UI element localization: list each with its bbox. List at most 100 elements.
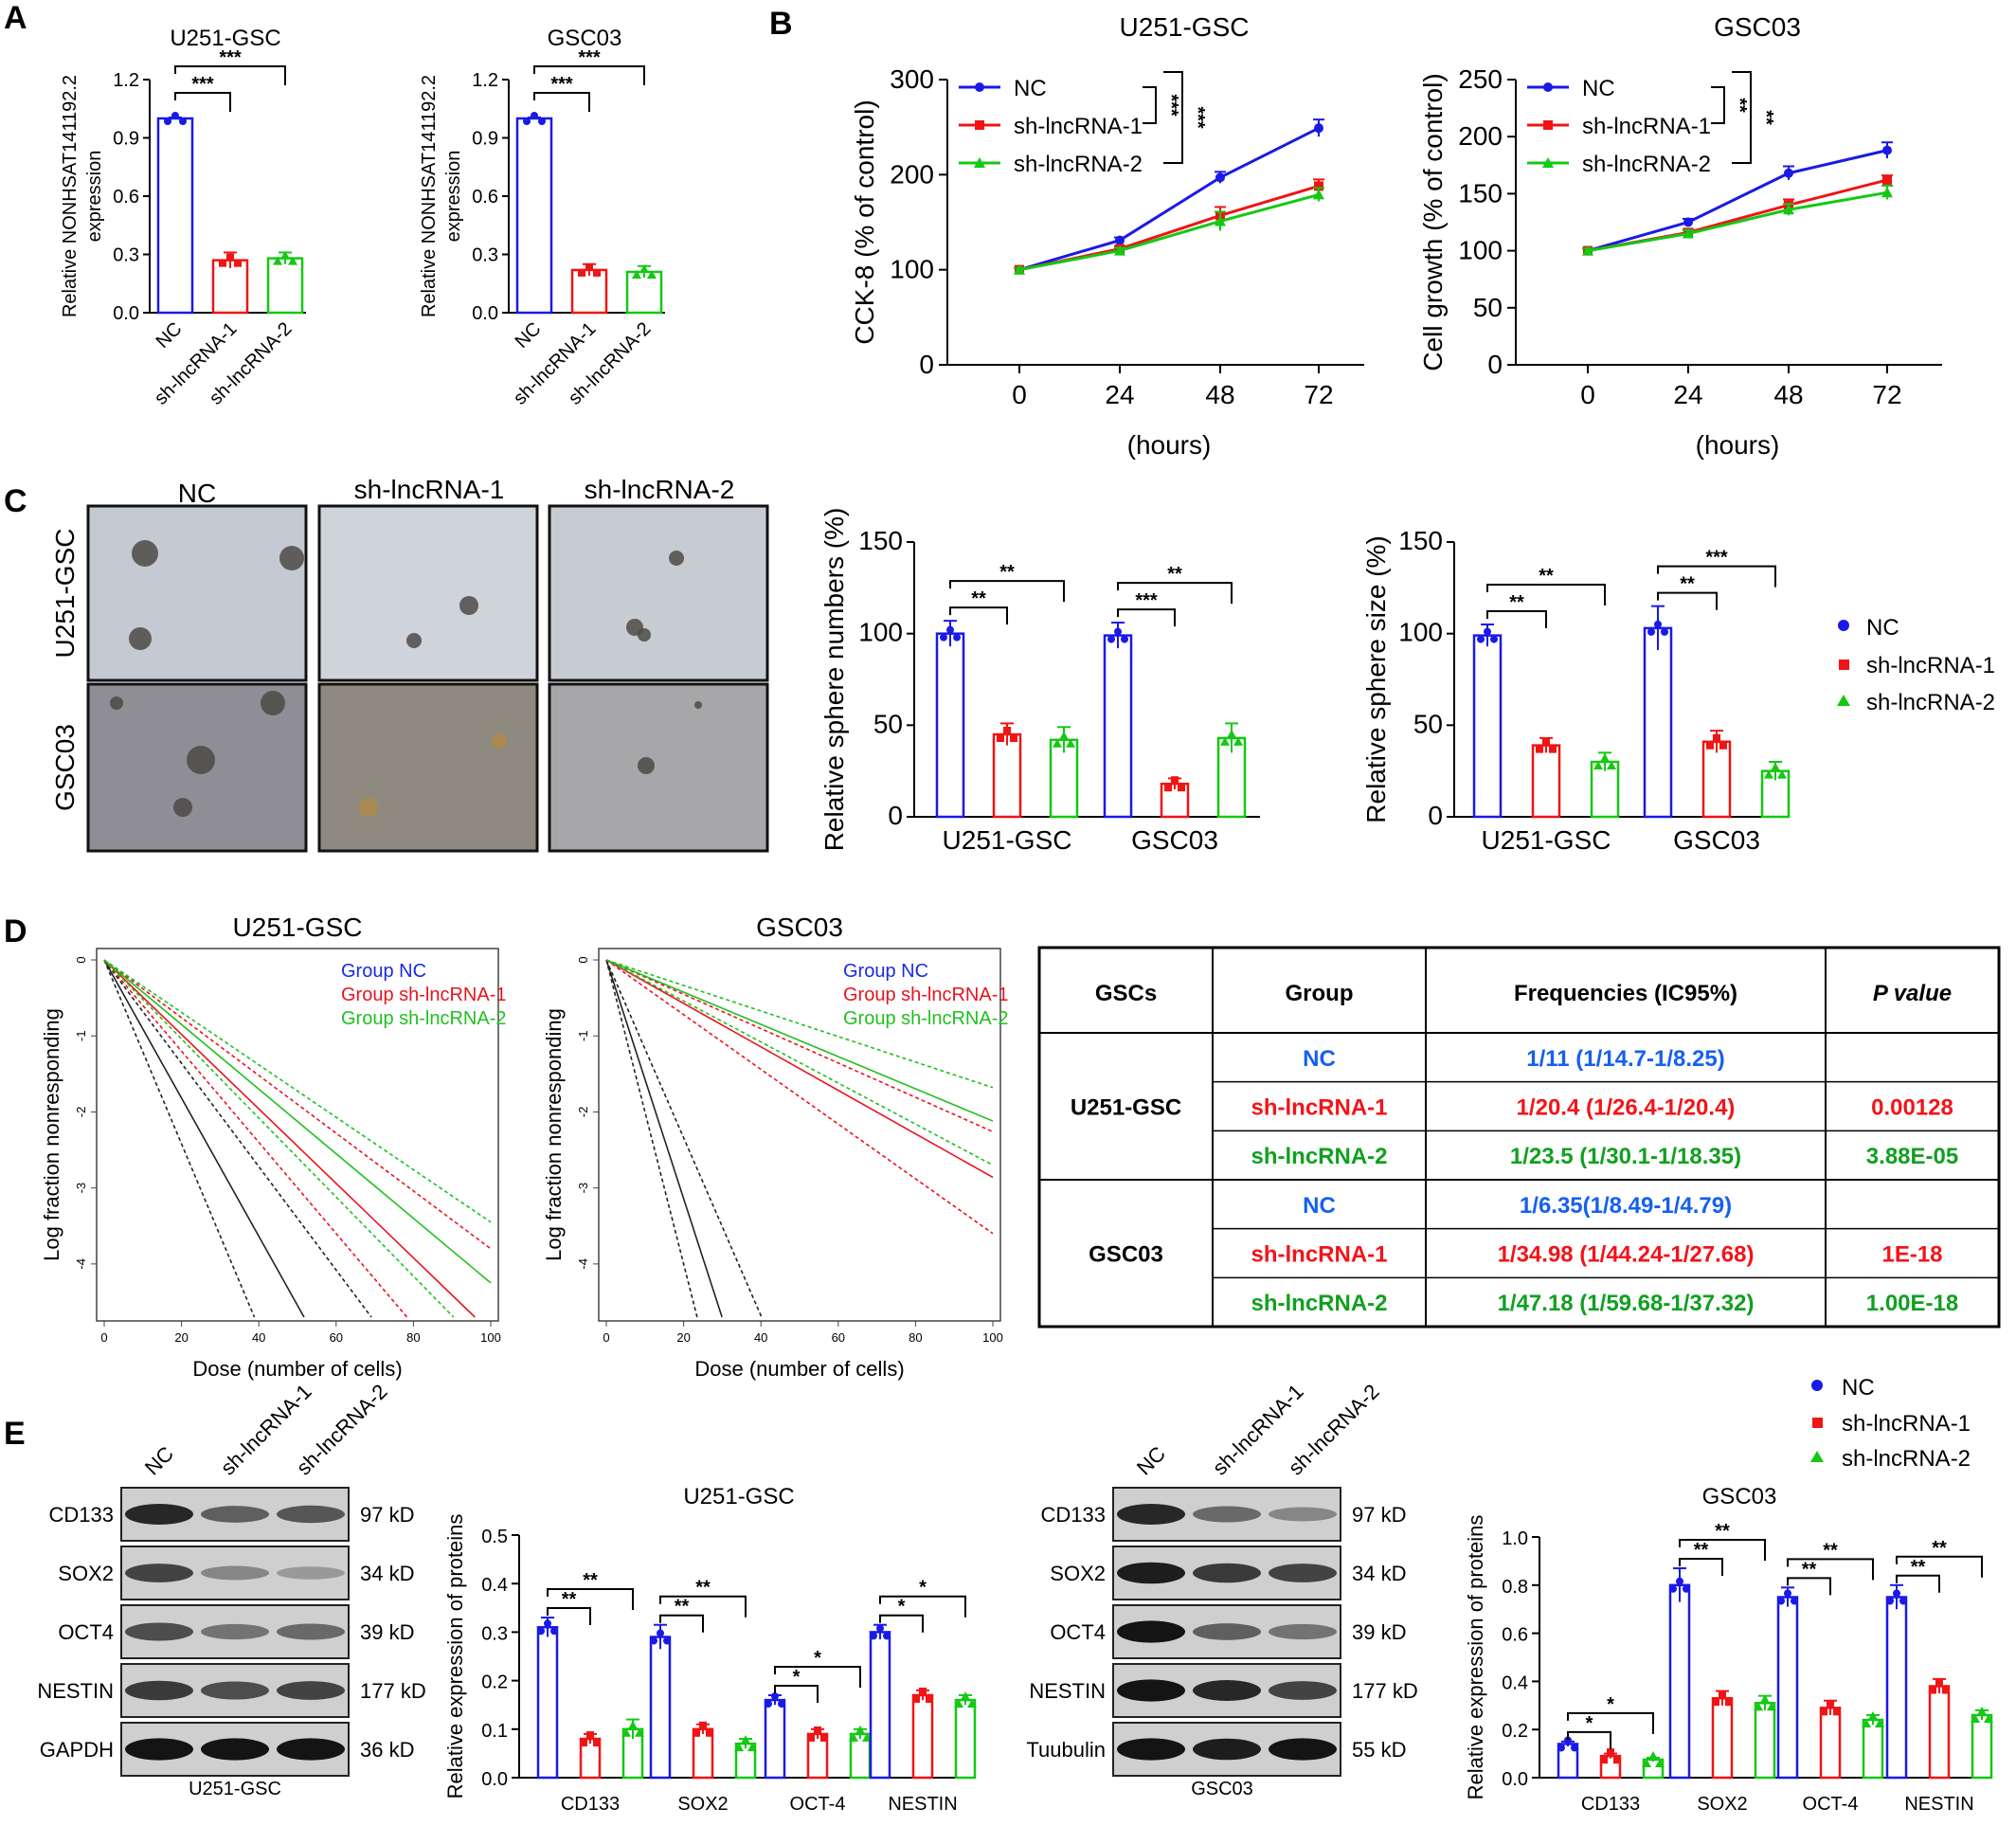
table-header-cell: Group: [1286, 981, 1354, 1006]
c1-x-label: U251-GSC: [943, 825, 1072, 855]
e2-point: [1719, 1690, 1726, 1699]
c2-x-label: U251-GSC: [1482, 825, 1611, 855]
e2-point: [1669, 1584, 1677, 1593]
e1-point: [586, 1731, 594, 1740]
c2-bar: [1643, 626, 1673, 819]
e2-sig-bracket: [1787, 1577, 1831, 1596]
c2-point: [1647, 627, 1655, 636]
e1-point: [657, 1629, 664, 1637]
micro-sphere: [406, 633, 422, 648]
table-group-cell: sh-lncRNA-1: [1251, 1095, 1387, 1121]
c2-sig-label: **: [1539, 566, 1554, 587]
e2-bar: [1819, 1707, 1842, 1780]
micro-sphere: [132, 540, 158, 567]
table-gsc-cell: U251-GSC: [1071, 1095, 1181, 1121]
a2-sig-label: ***: [578, 47, 601, 68]
b2-sig-label: **: [1729, 98, 1750, 113]
c1-ytick-label: 50: [873, 709, 903, 738]
e2-sig-bracket: [1567, 1730, 1611, 1749]
e2-x-label: NESTIN: [1904, 1794, 1973, 1815]
d1-fit-line: [103, 959, 305, 1318]
b2-ytick-label: 150: [1458, 178, 1503, 208]
e2-bar: [1862, 1718, 1884, 1780]
c1-bar: [992, 732, 1022, 819]
e2-point: [1868, 1711, 1878, 1721]
b2-legend-marker: [1542, 157, 1554, 168]
e2-ytick-label: 0.0: [1502, 1769, 1528, 1790]
d1-frame: [96, 948, 499, 1322]
wb2-protein-label: CD133: [1041, 1503, 1106, 1527]
panel-a-charts: U251-GSC 0.0 0.3 0.6 0.9 1.2 Relative NONHSAT1…: [60, 26, 665, 409]
micro-sphere: [187, 746, 215, 774]
wb1-band: [201, 1506, 269, 1523]
d1-legend-label: Group sh-lncRNA-1: [341, 985, 507, 1005]
e2-point: [1600, 1756, 1608, 1764]
b2-point: [1582, 244, 1593, 256]
a1-point: [179, 118, 187, 125]
legend-e-sh1-marker: [1812, 1418, 1823, 1428]
a1-ytick-label: 0.0: [113, 303, 139, 324]
a1-y-label-line1: Relative NONHSAT141192.2: [60, 75, 81, 317]
micro-sphere: [279, 546, 304, 570]
d1-ytick-label: 0: [74, 956, 88, 963]
e1-x-label: SOX2: [677, 1794, 728, 1815]
e1-point: [883, 1632, 891, 1640]
d1-ytick-label: -1: [74, 1030, 88, 1041]
wb2-size-label: 39 kD: [1352, 1620, 1406, 1644]
e1-bar: [869, 1631, 891, 1780]
e2-x-label: CD133: [1581, 1794, 1640, 1815]
e2-sig-bracket: [1896, 1555, 1983, 1578]
d1-legend-label: Group sh-lncRNA-2: [341, 1008, 507, 1029]
b1-legend-label: NC: [1014, 76, 1047, 101]
e2-point: [1683, 1584, 1690, 1593]
c2-point: [1661, 627, 1668, 636]
wb2-band: [1193, 1506, 1261, 1523]
e1-point: [926, 1694, 933, 1703]
e1-point: [741, 1735, 750, 1745]
b1-sig-bracket: [1163, 71, 1183, 164]
c1-point: [1178, 784, 1185, 792]
e2-bar: [1971, 1713, 1993, 1780]
e1-ytick-label: 0.5: [481, 1527, 508, 1547]
e2-point: [1564, 1736, 1572, 1745]
e2-point: [1886, 1597, 1894, 1605]
a2-ytick-label: 0.6: [472, 187, 498, 208]
e2-sig-label: *: [1586, 1713, 1593, 1734]
micro-row-gsc03: GSC03: [50, 724, 80, 811]
a1-point: [226, 253, 234, 262]
e1-sig-bracket: [774, 1684, 819, 1703]
e2-ytick-label: 1.0: [1502, 1528, 1528, 1549]
b1-ytick-label: 100: [890, 255, 934, 284]
a2-y-label-line1: Relative NONHSAT141192.2: [419, 75, 440, 317]
wb1-band: [201, 1738, 269, 1761]
c2-sig-bracket: [1657, 591, 1718, 610]
e1-x-label: CD133: [561, 1794, 620, 1815]
a2-point: [639, 263, 649, 273]
d2-xtick-label: 80: [909, 1330, 922, 1345]
wb1-lane-label: NC: [140, 1441, 178, 1479]
b2-point: [1882, 174, 1892, 185]
e1-point: [628, 1720, 638, 1729]
b2-point: [1683, 227, 1694, 239]
wb1-band: [201, 1681, 269, 1700]
legend-panel-e: NC sh-lncRNA-1 sh-lncRNA-2: [1810, 1375, 1971, 1472]
d1-ytick-label: -2: [74, 1107, 88, 1118]
c2-sig-label: ***: [1705, 548, 1728, 569]
b1-point: [1314, 123, 1323, 134]
legend-e-nc-marker: [1811, 1380, 1823, 1391]
micro-sphere: [459, 596, 478, 615]
table-frequency-cell: 1/20.4 (1/26.4-1/20.4): [1517, 1095, 1736, 1121]
c1-point: [1121, 635, 1128, 643]
e2-sig-bracket: [1896, 1574, 1940, 1593]
micro-image-r0-c2: [548, 504, 769, 682]
b1-series-line: [1018, 192, 1320, 272]
micro-row-u251: U251-GSC: [50, 529, 80, 659]
e2-bar: [1928, 1685, 1951, 1780]
wb1-size-label: 36 kD: [360, 1738, 414, 1762]
b1-point: [1313, 189, 1324, 200]
e2-point: [1984, 1713, 1993, 1723]
d2-ci-line: [605, 959, 763, 1318]
wb2-protein-label: NESTIN: [1029, 1679, 1106, 1703]
a2-y-label-line2: expression: [443, 151, 464, 243]
e1-point: [765, 1700, 772, 1708]
